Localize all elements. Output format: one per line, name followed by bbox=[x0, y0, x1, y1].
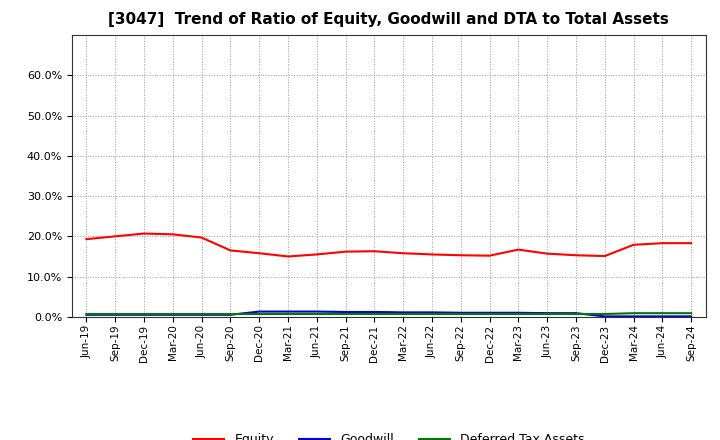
Deferred Tax Assets bbox=[428, 312, 436, 317]
Goodwill bbox=[485, 310, 494, 315]
Goodwill bbox=[140, 312, 148, 317]
Goodwill bbox=[168, 312, 177, 317]
Goodwill bbox=[600, 314, 609, 319]
Legend: Equity, Goodwill, Deferred Tax Assets: Equity, Goodwill, Deferred Tax Assets bbox=[188, 429, 590, 440]
Goodwill bbox=[255, 309, 264, 314]
Deferred Tax Assets bbox=[514, 312, 523, 317]
Goodwill bbox=[658, 314, 667, 319]
Goodwill bbox=[687, 314, 696, 319]
Goodwill bbox=[428, 310, 436, 315]
Equity bbox=[168, 232, 177, 237]
Goodwill bbox=[456, 310, 465, 315]
Deferred Tax Assets bbox=[658, 311, 667, 316]
Goodwill bbox=[312, 309, 321, 314]
Goodwill bbox=[226, 312, 235, 317]
Goodwill bbox=[197, 312, 206, 317]
Equity bbox=[226, 248, 235, 253]
Deferred Tax Assets bbox=[168, 312, 177, 317]
Deferred Tax Assets bbox=[370, 312, 379, 317]
Deferred Tax Assets bbox=[284, 312, 292, 317]
Equity bbox=[370, 249, 379, 254]
Line: Goodwill: Goodwill bbox=[86, 312, 691, 316]
Equity bbox=[399, 251, 408, 256]
Goodwill bbox=[514, 310, 523, 315]
Equity bbox=[197, 235, 206, 240]
Deferred Tax Assets bbox=[341, 312, 350, 317]
Deferred Tax Assets bbox=[543, 312, 552, 317]
Equity bbox=[111, 234, 120, 239]
Equity bbox=[687, 241, 696, 246]
Deferred Tax Assets bbox=[255, 312, 264, 317]
Equity bbox=[82, 237, 91, 242]
Equity bbox=[341, 249, 350, 254]
Goodwill bbox=[82, 312, 91, 317]
Deferred Tax Assets bbox=[629, 311, 638, 316]
Equity bbox=[485, 253, 494, 258]
Deferred Tax Assets bbox=[111, 312, 120, 317]
Deferred Tax Assets bbox=[600, 312, 609, 317]
Deferred Tax Assets bbox=[140, 312, 148, 317]
Deferred Tax Assets bbox=[485, 312, 494, 317]
Equity bbox=[658, 241, 667, 246]
Deferred Tax Assets bbox=[82, 312, 91, 317]
Goodwill bbox=[370, 309, 379, 315]
Equity bbox=[255, 251, 264, 256]
Deferred Tax Assets bbox=[687, 311, 696, 316]
Goodwill bbox=[399, 310, 408, 315]
Equity bbox=[428, 252, 436, 257]
Equity bbox=[572, 253, 580, 258]
Goodwill bbox=[341, 309, 350, 315]
Goodwill bbox=[284, 309, 292, 314]
Line: Deferred Tax Assets: Deferred Tax Assets bbox=[86, 313, 691, 314]
Equity bbox=[600, 253, 609, 259]
Equity bbox=[514, 247, 523, 252]
Goodwill bbox=[572, 311, 580, 316]
Deferred Tax Assets bbox=[197, 312, 206, 317]
Deferred Tax Assets bbox=[456, 312, 465, 317]
Goodwill bbox=[543, 311, 552, 316]
Equity bbox=[629, 242, 638, 247]
Equity bbox=[140, 231, 148, 236]
Line: Equity: Equity bbox=[86, 234, 691, 257]
Deferred Tax Assets bbox=[226, 312, 235, 317]
Equity bbox=[284, 254, 292, 259]
Deferred Tax Assets bbox=[399, 312, 408, 317]
Title: [3047]  Trend of Ratio of Equity, Goodwill and DTA to Total Assets: [3047] Trend of Ratio of Equity, Goodwil… bbox=[109, 12, 669, 27]
Equity bbox=[543, 251, 552, 256]
Deferred Tax Assets bbox=[312, 312, 321, 317]
Deferred Tax Assets bbox=[572, 312, 580, 317]
Equity bbox=[312, 252, 321, 257]
Goodwill bbox=[629, 314, 638, 319]
Goodwill bbox=[111, 312, 120, 317]
Equity bbox=[456, 253, 465, 258]
